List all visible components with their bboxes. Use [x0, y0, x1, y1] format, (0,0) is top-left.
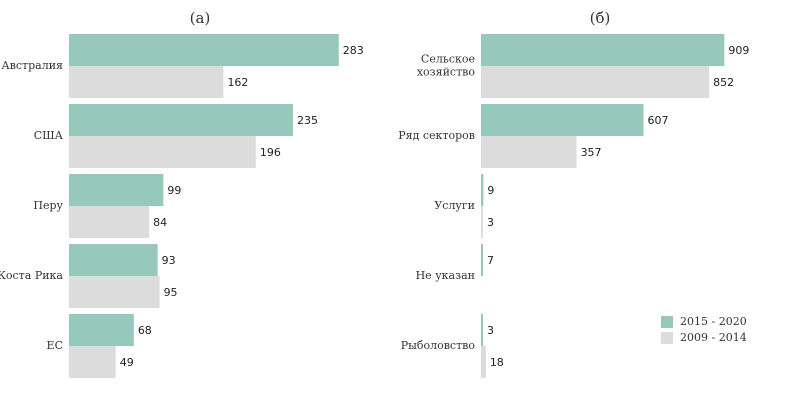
data-label: 283 — [343, 44, 364, 57]
bar — [69, 346, 116, 378]
bar — [481, 206, 483, 238]
bar — [481, 34, 725, 66]
data-label: 607 — [647, 114, 668, 127]
category-label: Ряд секторов — [398, 129, 475, 142]
chart-panel-2: (б) Сельское хозяйство 909 852 Ряд секторов 60… — [398, 9, 749, 378]
data-label: 99 — [167, 184, 181, 197]
category-label: Не указан — [416, 269, 475, 282]
bar — [69, 314, 134, 346]
panel-title: (б) — [590, 9, 611, 27]
bar — [481, 136, 577, 168]
bar — [481, 244, 483, 276]
data-label: 95 — [164, 286, 178, 299]
data-label: 235 — [297, 114, 318, 127]
category-label: Рыболовство — [401, 339, 476, 352]
legend-swatch — [661, 316, 673, 328]
legend-label: 2009 - 2014 — [680, 331, 747, 344]
data-label: 7 — [487, 254, 494, 267]
data-label: 68 — [138, 324, 152, 337]
category-label: Перу — [33, 199, 63, 212]
bar — [69, 244, 158, 276]
legend-swatch — [661, 332, 673, 344]
legend: 2015 - 2020 2009 - 2014 — [661, 315, 747, 344]
bar — [69, 34, 339, 66]
bar — [481, 174, 484, 206]
data-label: 196 — [260, 146, 281, 159]
category-label: США — [34, 129, 64, 142]
legend-label: 2015 - 2020 — [680, 315, 747, 328]
data-label: 909 — [728, 44, 749, 57]
data-label: 357 — [581, 146, 602, 159]
panel-title: (а) — [190, 9, 211, 27]
bar — [69, 174, 164, 206]
chart-panel-1: (а) Австралия 283 162 США 235 196 Перу 99 84 Коста… — [0, 9, 364, 378]
bar — [481, 66, 710, 98]
data-label: 3 — [487, 216, 494, 229]
data-label: 84 — [153, 216, 167, 229]
category-label: Австралия — [1, 59, 63, 72]
bar — [69, 136, 256, 168]
data-label: 852 — [713, 76, 734, 89]
category-label: Коста Рика — [0, 269, 63, 282]
data-label: 162 — [227, 76, 248, 89]
data-label: 9 — [487, 184, 494, 197]
bar — [69, 206, 150, 238]
bar — [69, 66, 224, 98]
category-label: Сельское хозяйство — [417, 53, 476, 79]
data-label: 3 — [487, 324, 494, 337]
data-label: 18 — [490, 356, 504, 369]
bar — [69, 276, 160, 308]
bar — [481, 346, 486, 378]
bar — [481, 104, 644, 136]
data-label: 49 — [120, 356, 134, 369]
bar — [69, 104, 294, 136]
data-label: 93 — [162, 254, 176, 267]
category-label: Услуги — [434, 199, 475, 212]
bar — [481, 314, 483, 346]
category-label: ЕС — [47, 339, 63, 352]
